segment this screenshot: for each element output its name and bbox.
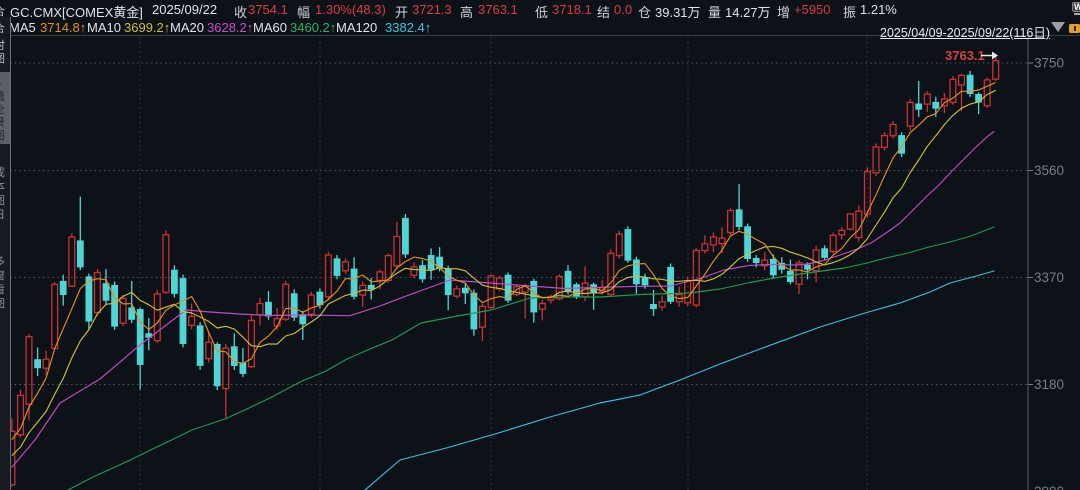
svg-text:3560: 3560 [1034,163,1064,178]
svg-text:3370: 3370 [1034,270,1064,285]
svg-text:3750: 3750 [1034,56,1064,71]
svg-text:3180: 3180 [1034,377,1064,392]
svg-text:2990: 2990 [1034,484,1064,490]
svg-text:3763.1: 3763.1 [945,48,985,63]
